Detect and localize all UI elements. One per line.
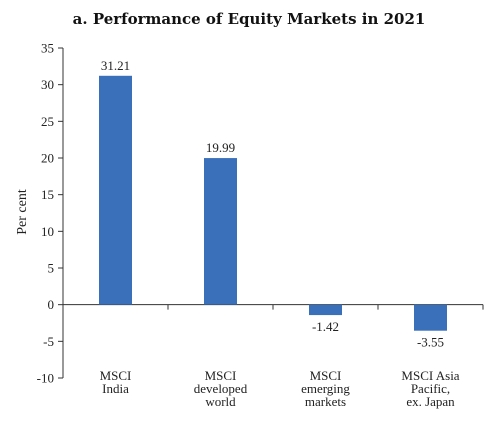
category-label-line: developed <box>194 381 248 396</box>
category-label-line: ex. Japan <box>406 394 455 409</box>
y-axis-label: Per cent <box>15 189 30 235</box>
category-label-line: emerging <box>301 381 350 396</box>
y-tick-label: 5 <box>48 261 55 276</box>
category-label: MSCI emerging markets <box>301 368 350 409</box>
y-tick-label: 20 <box>41 151 54 166</box>
y-tick-label: 10 <box>41 224 54 239</box>
category-label: MSCI Asia Pacific, ex. Japan <box>401 368 459 409</box>
y-tick-label: 35 <box>41 41 54 56</box>
y-tick-label: 25 <box>41 114 54 129</box>
category-label-line: India <box>102 381 129 396</box>
category-label: MSCI developed world <box>194 368 248 409</box>
category-label-line: MSCI <box>310 368 342 383</box>
data-label: -3.55 <box>417 335 444 350</box>
category-label: MSCI India <box>100 368 132 396</box>
y-tick-label: -5 <box>43 334 54 349</box>
y-tick-label: 0 <box>48 297 55 312</box>
category-label-line: MSCI <box>205 368 237 383</box>
category-label-line: world <box>205 394 236 409</box>
bar <box>414 304 447 331</box>
axes: 35 30 25 20 15 10 5 0 -5 -10 <box>37 41 484 386</box>
chart-title: a. Performance of Equity Markets in 2021 <box>73 10 426 28</box>
y-tick-label: -10 <box>37 371 54 386</box>
y-tick-label: 30 <box>41 77 54 92</box>
category-label-line: MSCI Asia <box>401 368 459 383</box>
bars <box>99 75 447 331</box>
data-label: 31.21 <box>101 58 130 73</box>
y-tick-label: 15 <box>41 187 54 202</box>
data-label: 19.99 <box>206 140 235 155</box>
bar <box>204 158 237 305</box>
category-label-line: MSCI <box>100 368 132 383</box>
data-label: -1.42 <box>312 319 339 334</box>
category-label-line: markets <box>305 394 346 409</box>
bar <box>309 304 342 316</box>
category-label-line: Pacific, <box>411 381 450 396</box>
bar <box>99 75 132 305</box>
